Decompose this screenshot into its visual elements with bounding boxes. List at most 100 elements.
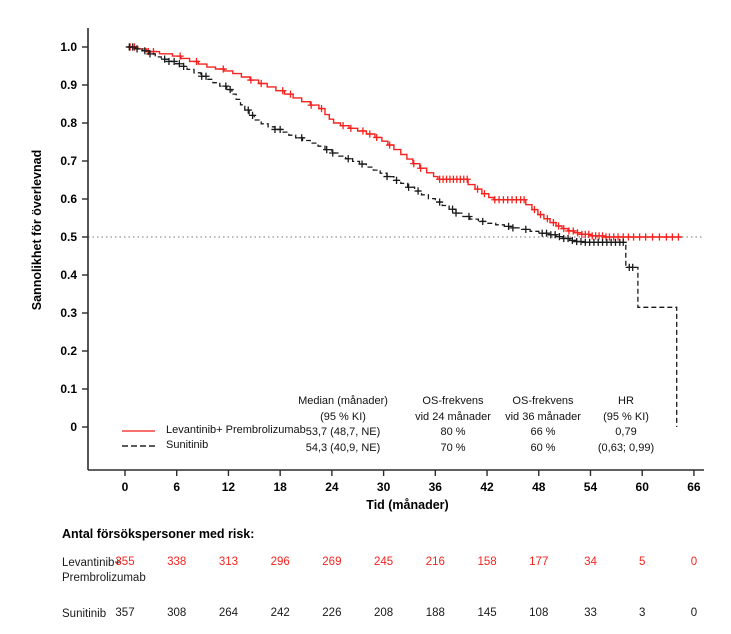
risk-count: 208 <box>374 607 394 619</box>
risk-label-line: Sunitinib <box>62 608 107 620</box>
censor-mark <box>386 141 394 149</box>
legend-item-levantinib: Levantinib+ Prembrolizumab <box>122 423 306 438</box>
censor-mark <box>662 233 670 241</box>
risk-count: 357 <box>115 607 135 619</box>
legend-dashed-line-icon <box>122 444 155 447</box>
censor-mark <box>317 104 326 113</box>
censor-mark <box>536 210 545 219</box>
stats-value: 66 % <box>530 426 556 438</box>
y-tick-label: 0.1 <box>60 382 77 396</box>
censor-mark <box>452 209 460 217</box>
censor-mark <box>248 111 257 119</box>
stats-value: 70 % <box>440 441 466 454</box>
x-tick-label: 30 <box>377 480 391 494</box>
censor-mark <box>141 47 149 55</box>
censor-mark <box>359 127 367 135</box>
risk-count: 33 <box>584 607 597 619</box>
censor-mark <box>636 233 644 241</box>
km-plot: 1.0 0.9 0.8 0.7 0.6 0.5 0.4 0.3 0.2 0.1 0 0 6 12 18 24 3… <box>60 28 704 494</box>
censor-mark <box>347 124 355 132</box>
risk-row-label-levantinib: Levantinib+ Prembrolizumab <box>62 556 146 586</box>
censor-mark <box>323 146 331 154</box>
x-tick-label: 54 <box>584 480 598 494</box>
censor-mark <box>344 155 352 163</box>
censor-mark <box>520 196 528 204</box>
y-tick-label: 0.4 <box>60 268 77 282</box>
y-tick-label: 0.8 <box>60 116 77 130</box>
censor-mark <box>170 57 178 66</box>
x-tick-label: 66 <box>687 480 701 494</box>
censor-mark <box>530 206 539 214</box>
censor-mark <box>629 263 637 271</box>
censor-mark <box>417 164 425 172</box>
risk-count: 34 <box>584 556 597 568</box>
risk-count: 188 <box>425 607 445 619</box>
censor-mark <box>555 233 564 241</box>
censor-mark <box>414 187 422 195</box>
censor-mark <box>366 130 374 138</box>
censor-mark <box>564 234 572 243</box>
y-tick-label: 0.3 <box>60 306 77 320</box>
censor-mark <box>276 125 284 134</box>
censor-mark <box>522 225 530 233</box>
censor-mark <box>404 183 413 191</box>
censor-mark <box>668 233 676 241</box>
risk-label-line: Levantinib+ <box>62 557 122 569</box>
censor-mark <box>549 218 558 227</box>
censor-mark <box>339 122 347 130</box>
censor-mark <box>298 134 306 142</box>
censor-mark <box>542 229 551 237</box>
censor-mark <box>373 133 381 142</box>
censor-mark <box>642 233 650 241</box>
x-axis-title: Tid (månader) <box>366 498 449 512</box>
stats-header-line: OS-frekvens <box>512 395 574 407</box>
censor-mark <box>463 175 471 183</box>
censor-mark <box>146 50 154 58</box>
censor-mark <box>554 222 563 230</box>
censor-mark <box>219 65 227 73</box>
risk-count: 216 <box>425 556 445 568</box>
censor-mark <box>129 43 137 51</box>
censor-mark <box>473 185 482 193</box>
censor-mark <box>222 82 230 90</box>
x-tick-label: 24 <box>325 480 339 494</box>
x-tick-label: 0 <box>122 480 129 494</box>
censor-mark <box>560 225 568 233</box>
risk-count: 108 <box>529 607 549 619</box>
censor-mark <box>648 233 657 241</box>
stats-header-line: vid 24 månader <box>415 410 491 423</box>
risk-count: 0 <box>690 556 698 568</box>
censor-mark <box>244 106 252 114</box>
y-tick-label: 0.7 <box>60 154 77 168</box>
censor-mark <box>286 90 295 98</box>
censor-mark <box>176 52 184 60</box>
x-tick-label: 18 <box>273 480 287 494</box>
x-tick-label: 12 <box>222 480 236 494</box>
stats-col-os24: OS-frekvens vid 24 månader 80 % 70 % <box>397 394 509 456</box>
risk-count: 308 <box>167 607 187 619</box>
legend-label-sunitinib: Sunitinib <box>166 439 209 451</box>
censor-mark <box>543 215 551 223</box>
risk-count: 158 <box>477 556 497 568</box>
risk-count: 313 <box>218 556 239 568</box>
censor-mark <box>674 233 683 241</box>
risk-count: 177 <box>529 556 549 568</box>
y-tick-label: 0.6 <box>60 192 77 206</box>
stats-col-os36: OS-frekvens vid 36 månader 66 % 60 % <box>487 394 599 456</box>
risk-count: 245 <box>374 556 394 568</box>
risk-count: 3 <box>638 607 646 619</box>
stats-value: 53,7 (48,7, NE) <box>305 426 381 438</box>
censor-mark <box>358 160 366 168</box>
stats-value: 80 % <box>440 426 466 438</box>
x-tick-label: 6 <box>173 480 180 494</box>
x-tick-label: 60 <box>636 480 650 494</box>
y-tick-label: 0.9 <box>60 78 77 92</box>
x-tick-label: 42 <box>480 480 494 494</box>
stats-col-median: Median (månader) (95 % KI) 53,7 (48,7, N… <box>272 394 414 456</box>
censor-mark <box>619 238 627 246</box>
censor-mark <box>577 237 585 246</box>
y-tick-label: 0.2 <box>60 344 77 358</box>
km-curve-levantinib <box>127 46 682 238</box>
censor-mark <box>180 62 188 70</box>
